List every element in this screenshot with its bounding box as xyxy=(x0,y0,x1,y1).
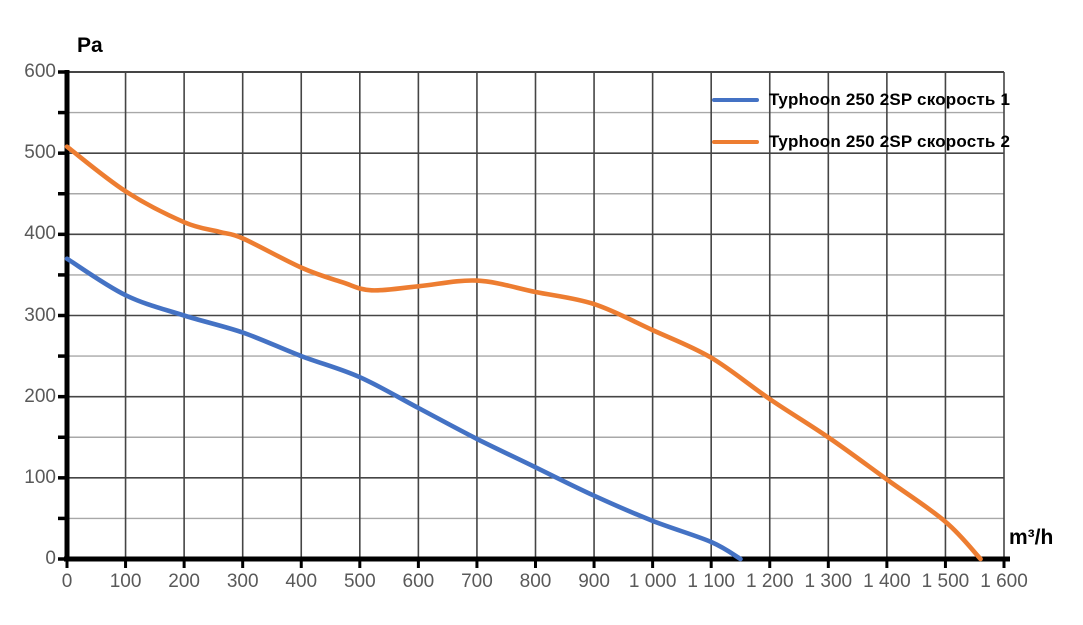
legend-line-sample-speed1 xyxy=(712,98,759,102)
x-tick-label: 1 300 xyxy=(804,571,853,592)
y-tick-label: 200 xyxy=(24,385,56,407)
legend-item-speed2: Typhoon 250 2SP скорость 2 xyxy=(712,130,1010,154)
x-tick-label: 1 100 xyxy=(687,571,735,592)
y-tick-label: 400 xyxy=(24,223,56,245)
x-tick-label: 100 xyxy=(109,571,142,592)
x-tick-label: 1 600 xyxy=(980,571,1028,592)
x-tick-label: 400 xyxy=(285,571,318,592)
curve-1 xyxy=(64,256,743,562)
x-tick-label: 700 xyxy=(461,571,493,592)
x-tick-label: 600 xyxy=(402,571,435,592)
curve-2 xyxy=(64,144,983,562)
x-axis-title: m³/h xyxy=(1009,526,1054,549)
legend-label-speed2: Typhoon 250 2SP скорость 2 xyxy=(769,132,1011,151)
x-tick-label: 300 xyxy=(226,571,259,592)
x-tick-label: 200 xyxy=(168,571,200,592)
data-curves xyxy=(64,144,983,562)
x-tick-label: 1 400 xyxy=(863,571,911,592)
x-tick-label: 1 500 xyxy=(921,571,970,592)
y-tick-label: 600 xyxy=(24,61,56,82)
x-tick-label: 1 200 xyxy=(745,571,794,592)
x-tick-label: 500 xyxy=(343,571,376,592)
x-tick-label: 1 000 xyxy=(628,571,677,592)
x-tick-label: 0 xyxy=(61,571,73,592)
y-axis-title: Pa xyxy=(77,34,103,57)
y-tick-label: 300 xyxy=(24,304,56,326)
tick-marks xyxy=(58,70,1006,568)
y-tick-label: 100 xyxy=(24,466,56,488)
x-tick-label: 800 xyxy=(519,571,552,592)
legend-label-speed1: Typhoon 250 2SP скорость 1 xyxy=(769,90,1011,109)
legend-item-speed1: Typhoon 250 2SP скорость 1 xyxy=(712,88,1010,112)
x-tick-label: 900 xyxy=(578,571,610,592)
legend-line-sample-speed2 xyxy=(712,140,759,144)
y-tick-label: 500 xyxy=(24,142,56,164)
legend: Typhoon 250 2SP скорость 1 Typhoon 250 2… xyxy=(712,88,1010,172)
y-tick-label: 0 xyxy=(45,548,56,569)
